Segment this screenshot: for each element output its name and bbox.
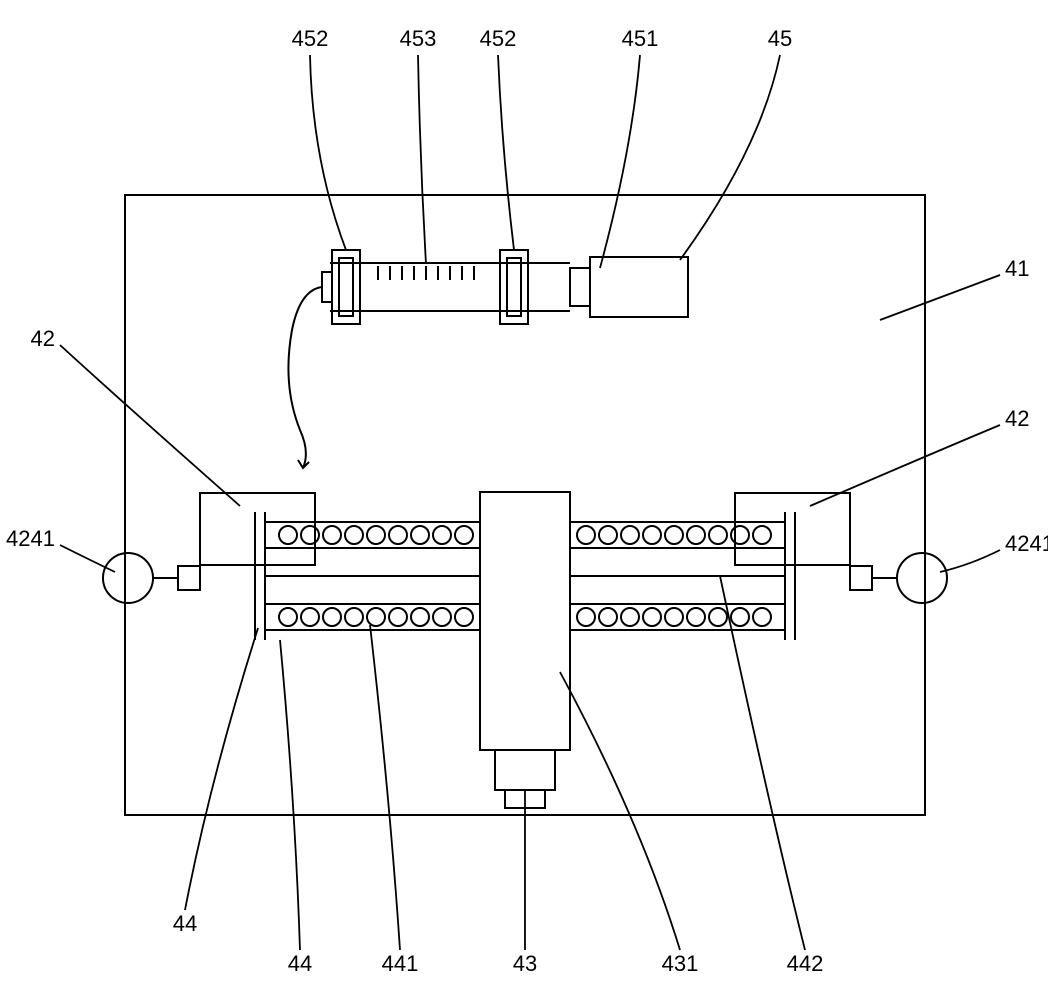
leader-line: [810, 425, 1000, 506]
syringe-motor: [590, 257, 688, 317]
ref-label: 431: [662, 951, 699, 976]
ref-label: 42: [1005, 406, 1029, 431]
leader-line: [370, 625, 400, 950]
ref-label: 42: [31, 326, 55, 351]
ref-label: 45: [768, 26, 792, 51]
leader-line: [680, 55, 780, 260]
clamp-block-right: [735, 493, 850, 565]
ref-label: 451: [622, 26, 659, 51]
clamp-block-left: [200, 493, 315, 565]
ball-handle-right: [897, 553, 947, 603]
leader-line: [280, 640, 300, 950]
ref-label: 442: [787, 951, 824, 976]
ref-label: 41: [1005, 256, 1029, 281]
ball-handle-left: [103, 553, 153, 603]
carriage-foot: [495, 750, 555, 790]
ref-label: 44: [173, 911, 197, 936]
carriage-body: [480, 492, 570, 750]
diagram-canvas: 452 453 452 451 45 41 42 4241 42 4241 44 44 441 43 431…: [0, 0, 1048, 997]
leader-line: [60, 545, 115, 572]
leader-line: [940, 550, 1000, 572]
ref-label: 452: [292, 26, 329, 51]
syringe-coupler: [570, 268, 590, 306]
leader-line: [880, 275, 1000, 320]
leader-line: [720, 576, 805, 950]
ref-label: 453: [400, 26, 437, 51]
ref-label: 43: [513, 951, 537, 976]
ref-label: 4241: [1005, 531, 1048, 556]
syringe-collar-left: [332, 250, 360, 324]
leader-line: [560, 672, 680, 950]
leader-line: [498, 55, 514, 250]
ref-label: 452: [480, 26, 517, 51]
leader-line: [310, 55, 346, 250]
leader-line: [418, 55, 426, 264]
ref-label: 4241: [6, 526, 55, 551]
leader-line: [600, 55, 640, 268]
leader-line: [60, 345, 240, 506]
syringe-wire: [288, 287, 322, 468]
leader-line: [185, 628, 258, 910]
syringe-collar-right: [500, 250, 528, 324]
ref-label: 44: [288, 951, 312, 976]
ref-label: 441: [382, 951, 419, 976]
